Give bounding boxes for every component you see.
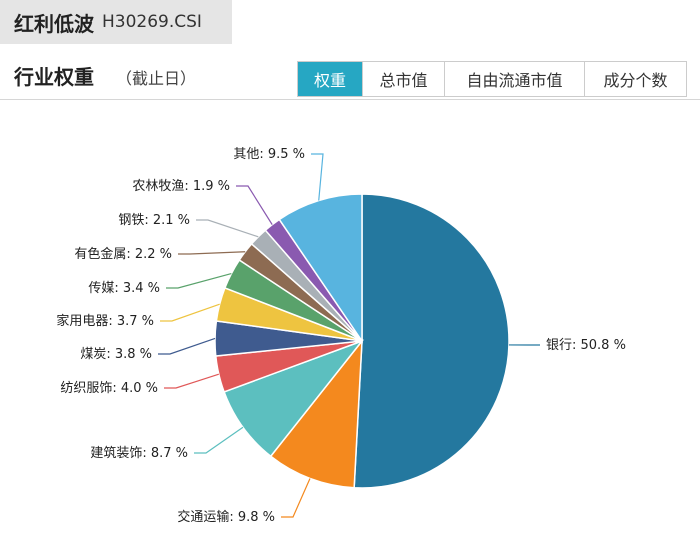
pie-leader-line-4: [158, 337, 216, 355]
section-date-note: （截止日）: [116, 69, 197, 88]
tab-total-market-cap[interactable]: 总市值: [362, 62, 444, 96]
tab-constituent-count[interactable]: 成分个数: [584, 62, 686, 96]
pie-leader-line-8: [196, 219, 259, 238]
pie-leader-line-1: [281, 478, 311, 518]
pie-leader-line-7: [178, 251, 246, 255]
index-name: 红利低波: [14, 11, 94, 36]
pie-label-5: 家用电器: 3.7 %: [56, 313, 154, 329]
pie-label-8: 钢铁: 2.1 %: [118, 213, 190, 228]
tab-free-float-market-cap[interactable]: 自由流通市值: [444, 62, 584, 96]
metric-tabs: 权重 总市值 自由流通市值 成分个数: [297, 61, 687, 97]
pie-label-7: 有色金属: 2.2 %: [74, 246, 172, 262]
pie-slice-1: [269, 338, 363, 489]
pie-slice-10: [278, 193, 363, 344]
pie-label-4: 煤炭: 3.8 %: [80, 347, 152, 362]
pie-leader-line-5: [160, 303, 220, 322]
pie-leader-line-9: [236, 185, 273, 225]
pie-label-10: 其他: 9.5 %: [233, 147, 305, 162]
index-code: H30269.CSI: [102, 12, 202, 32]
pie-label-3: 纺织服饰: 4.0 %: [60, 381, 158, 396]
pie-leader-line-2: [194, 426, 244, 454]
industry-weight-pie-chart: 银行: 50.8 % 交通运输: 9.8 % 建筑装饰: 8.7 % 纺织服饰: 4.…: [56, 147, 626, 525]
pie-leader-line-10: [311, 153, 324, 201]
section-title: 行业权重: [14, 65, 94, 89]
pie-label-6: 传媒: 3.4 %: [88, 281, 160, 296]
pie-label-0: 银行: 50.8 %: [546, 338, 626, 353]
section-header: 行业权重 （截止日） 权重 总市值 自由流通市值 成分个数: [0, 52, 700, 100]
pie-label-2: 建筑装饰: 8.7 %: [90, 445, 188, 461]
pie-leader-line-3: [164, 373, 219, 389]
tab-weight[interactable]: 权重: [298, 62, 362, 96]
index-title-bar: 红利低波 H30269.CSI: [0, 0, 232, 44]
pie-label-9: 农林牧渔: 1.9 %: [132, 179, 230, 194]
pie-slice-0: [353, 193, 510, 489]
pie-label-1: 交通运输: 9.8 %: [177, 509, 275, 525]
pie-leader-line-6: [166, 273, 232, 289]
